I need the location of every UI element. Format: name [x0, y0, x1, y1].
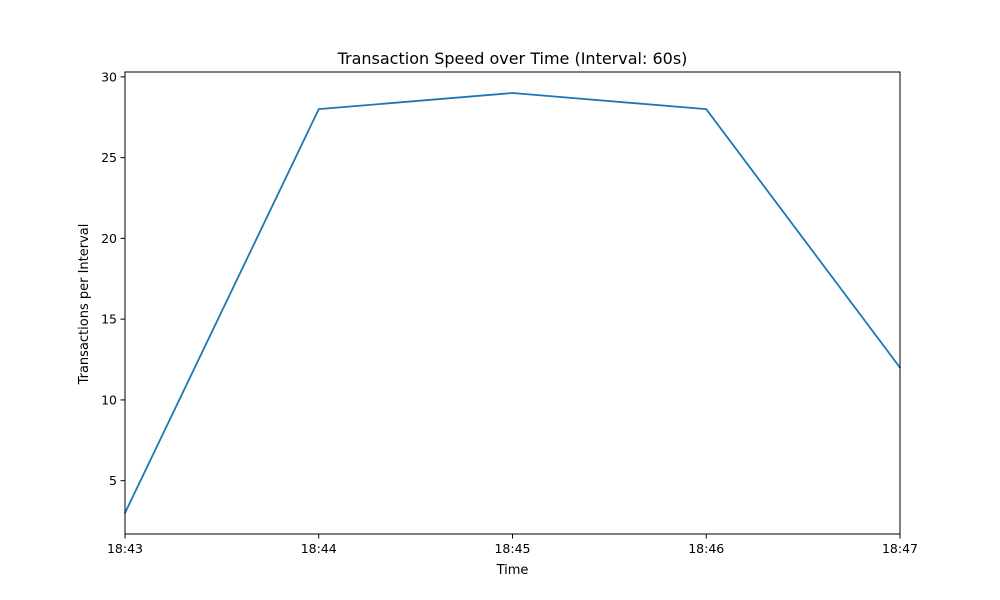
x-tick-label: 18:44 — [301, 541, 337, 556]
y-tick-label: 5 — [109, 473, 117, 488]
x-tick-label: 18:45 — [494, 541, 530, 556]
y-axis: 5 10 15 20 25 30 — [101, 69, 125, 488]
x-axis: 18:43 18:44 18:45 18:46 18:47 — [107, 534, 918, 556]
data-point — [511, 92, 514, 94]
x-tick-label: 18:46 — [688, 541, 724, 556]
y-tick-label: 30 — [101, 69, 117, 84]
y-tick-label: 25 — [101, 150, 117, 165]
y-tick-label: 15 — [101, 312, 117, 327]
data-point — [317, 108, 320, 111]
y-tick-label: 10 — [101, 392, 117, 407]
x-tick-label: 18:43 — [107, 541, 143, 556]
chart-title: Transaction Speed over Time (Interval: 6… — [337, 49, 688, 68]
data-point — [705, 108, 708, 111]
y-tick-label: 20 — [101, 231, 117, 246]
y-axis-label: Transactions per Interval — [77, 224, 92, 386]
x-tick-label: 18:47 — [882, 541, 918, 556]
x-axis-label: Time — [496, 563, 529, 578]
